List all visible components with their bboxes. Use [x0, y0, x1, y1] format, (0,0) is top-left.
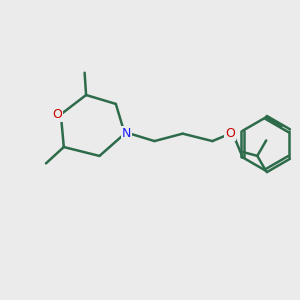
Text: N: N: [122, 127, 131, 140]
Text: O: O: [225, 127, 235, 140]
Text: O: O: [52, 108, 62, 121]
